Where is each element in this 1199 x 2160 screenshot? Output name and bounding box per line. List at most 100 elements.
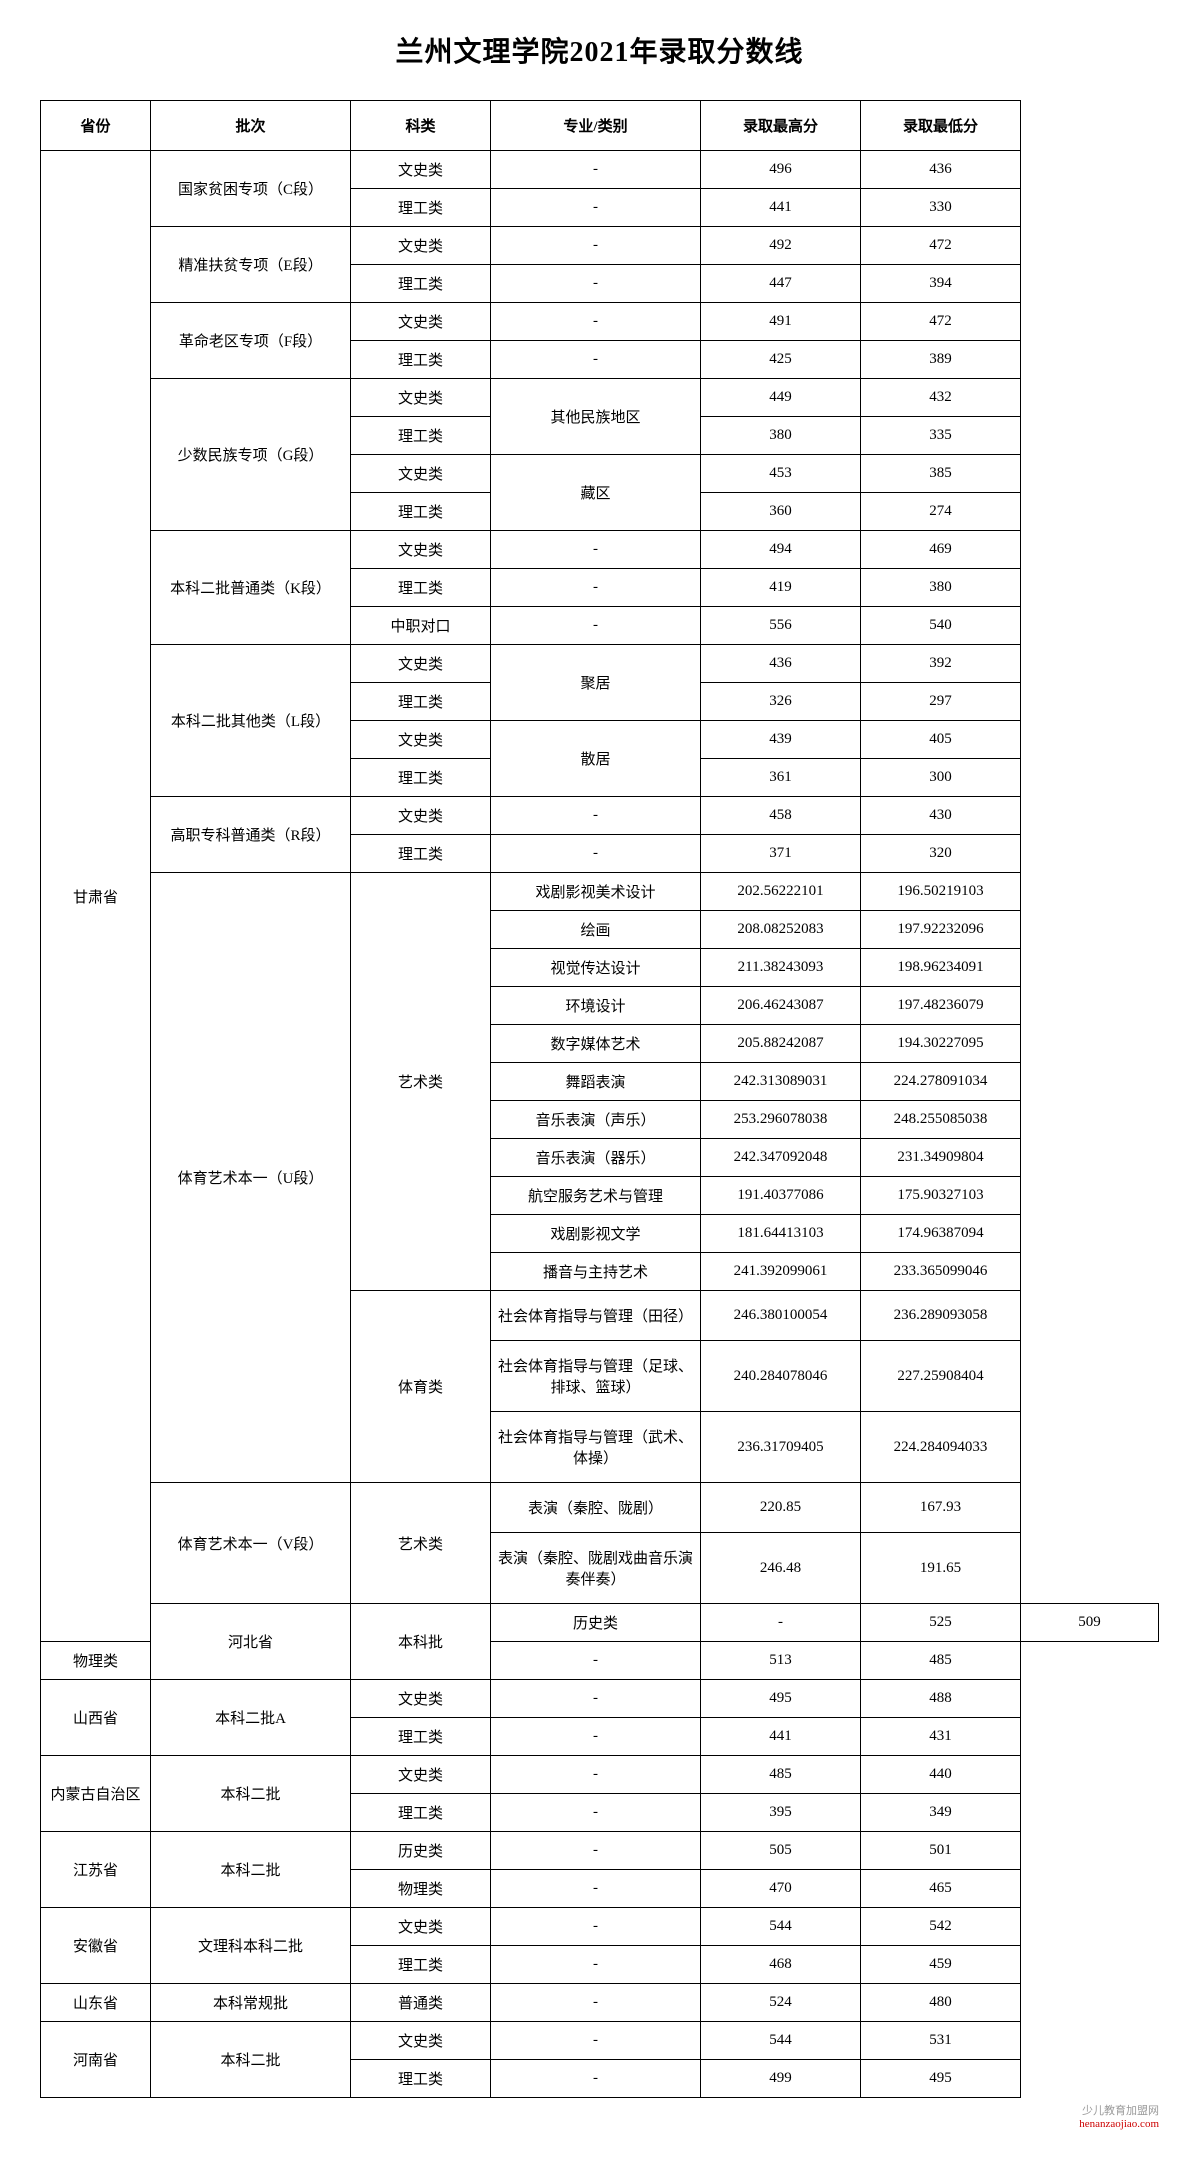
- cell-category: -: [491, 1984, 701, 2022]
- cell-max: 544: [701, 2022, 861, 2060]
- cell-min: 196.50219103: [861, 873, 1021, 911]
- table-row: 内蒙古自治区本科二批文史类-485440: [41, 1756, 1159, 1794]
- cell-max: 246.48: [701, 1533, 861, 1604]
- table-row: 甘肃省国家贫困专项（C段）文史类-496436: [41, 151, 1159, 189]
- cell-max: 253.296078038: [701, 1101, 861, 1139]
- table-row: 体育艺术本一（V段）艺术类表演（秦腔、陇剧）220.85167.93: [41, 1483, 1159, 1533]
- cell-min: 385: [861, 455, 1021, 493]
- cell-max: 449: [701, 379, 861, 417]
- cell-min: 174.96387094: [861, 1215, 1021, 1253]
- watermark-line1: 少儿教育加盟网: [1082, 2105, 1159, 2117]
- cell-category: -: [491, 341, 701, 379]
- cell-min: 248.255085038: [861, 1101, 1021, 1139]
- cell-min: 191.65: [861, 1533, 1021, 1604]
- cell-subject: 理工类: [351, 835, 491, 873]
- cell-category: -: [491, 151, 701, 189]
- cell-subject: 历史类: [491, 1604, 701, 1642]
- table-row: 江苏省本科二批历史类-505501: [41, 1832, 1159, 1870]
- score-table: 省份 批次 科类 专业/类别 录取最高分 录取最低分 甘肃省国家贫困专项（C段）…: [40, 100, 1159, 2098]
- cell-max: 181.64413103: [701, 1215, 861, 1253]
- cell-subject: 理工类: [351, 683, 491, 721]
- cell-max: 468: [701, 1946, 861, 1984]
- cell-province: 河南省: [41, 2022, 151, 2098]
- cell-subject: 理工类: [351, 341, 491, 379]
- cell-batch: 体育艺术本一（V段）: [151, 1483, 351, 1604]
- cell-min: 405: [861, 721, 1021, 759]
- cell-batch: 本科二批A: [151, 1680, 351, 1756]
- cell-max: 202.56222101: [701, 873, 861, 911]
- cell-min: 542: [861, 1908, 1021, 1946]
- cell-subject: 文史类: [351, 531, 491, 569]
- cell-max: 485: [701, 1756, 861, 1794]
- watermark: 少儿教育加盟网 henanzaojiao.com: [40, 2102, 1159, 2130]
- cell-max: 242.347092048: [701, 1139, 861, 1177]
- table-row: 河南省本科二批文史类-544531: [41, 2022, 1159, 2060]
- cell-category: 藏区: [491, 455, 701, 531]
- cell-max: 205.88242087: [701, 1025, 861, 1063]
- cell-batch: 本科批: [351, 1604, 491, 1680]
- table-row: 山东省本科常规批普通类-524480: [41, 1984, 1159, 2022]
- cell-min: 501: [861, 1832, 1021, 1870]
- cell-min: 485: [861, 1642, 1021, 1680]
- cell-min: 236.289093058: [861, 1291, 1021, 1341]
- cell-max: 360: [701, 493, 861, 531]
- cell-max: 436: [701, 645, 861, 683]
- cell-max: 439: [701, 721, 861, 759]
- cell-category: 视觉传达设计: [491, 949, 701, 987]
- cell-category: -: [491, 1794, 701, 1832]
- cell-category: 航空服务艺术与管理: [491, 1177, 701, 1215]
- cell-batch: 本科二批其他类（L段）: [151, 645, 351, 797]
- cell-category: 数字媒体艺术: [491, 1025, 701, 1063]
- cell-subject: 文史类: [351, 2022, 491, 2060]
- cell-min: 431: [861, 1718, 1021, 1756]
- cell-subject: 文史类: [351, 455, 491, 493]
- cell-subject: 理工类: [351, 2060, 491, 2098]
- cell-min: 495: [861, 2060, 1021, 2098]
- cell-min: 320: [861, 835, 1021, 873]
- cell-max: 371: [701, 835, 861, 873]
- cell-min: 389: [861, 341, 1021, 379]
- cell-subject: 文史类: [351, 1756, 491, 1794]
- cell-subject: 历史类: [351, 1832, 491, 1870]
- cell-max: 208.08252083: [701, 911, 861, 949]
- cell-subject: 理工类: [351, 493, 491, 531]
- cell-subject: 文史类: [351, 303, 491, 341]
- table-row: 高职专科普通类（R段）文史类-458430: [41, 797, 1159, 835]
- cell-max: 505: [701, 1832, 861, 1870]
- cell-batch: 精准扶贫专项（E段）: [151, 227, 351, 303]
- cell-category: 戏剧影视文学: [491, 1215, 701, 1253]
- cell-min: 432: [861, 379, 1021, 417]
- cell-province: 内蒙古自治区: [41, 1756, 151, 1832]
- cell-max: 246.380100054: [701, 1291, 861, 1341]
- cell-min: 233.365099046: [861, 1253, 1021, 1291]
- cell-batch: 体育艺术本一（U段）: [151, 873, 351, 1483]
- cell-subject: 理工类: [351, 569, 491, 607]
- cell-max: 458: [701, 797, 861, 835]
- col-batch: 批次: [151, 101, 351, 151]
- cell-subject: 文史类: [351, 227, 491, 265]
- cell-min: 198.96234091: [861, 949, 1021, 987]
- cell-category: -: [491, 569, 701, 607]
- cell-subject: 理工类: [351, 1718, 491, 1756]
- col-subject: 科类: [351, 101, 491, 151]
- cell-category: 音乐表演（器乐）: [491, 1139, 701, 1177]
- cell-max: 441: [701, 1718, 861, 1756]
- cell-max: 492: [701, 227, 861, 265]
- cell-min: 330: [861, 189, 1021, 227]
- cell-subject: 文史类: [351, 379, 491, 417]
- cell-max: 524: [701, 1984, 861, 2022]
- cell-subject: 文史类: [351, 1908, 491, 1946]
- page-title: 兰州文理学院2021年录取分数线: [40, 30, 1159, 70]
- col-category: 专业/类别: [491, 101, 701, 151]
- cell-subject: 文史类: [351, 721, 491, 759]
- cell-subject: 物理类: [41, 1642, 151, 1680]
- cell-min: 380: [861, 569, 1021, 607]
- cell-category: -: [491, 265, 701, 303]
- cell-subject: 物理类: [351, 1870, 491, 1908]
- cell-max: 470: [701, 1870, 861, 1908]
- cell-batch: 文理科本科二批: [151, 1908, 351, 1984]
- cell-min: 231.34909804: [861, 1139, 1021, 1177]
- cell-category: 舞蹈表演: [491, 1063, 701, 1101]
- cell-subject: 理工类: [351, 417, 491, 455]
- table-row: 山西省本科二批A文史类-495488: [41, 1680, 1159, 1718]
